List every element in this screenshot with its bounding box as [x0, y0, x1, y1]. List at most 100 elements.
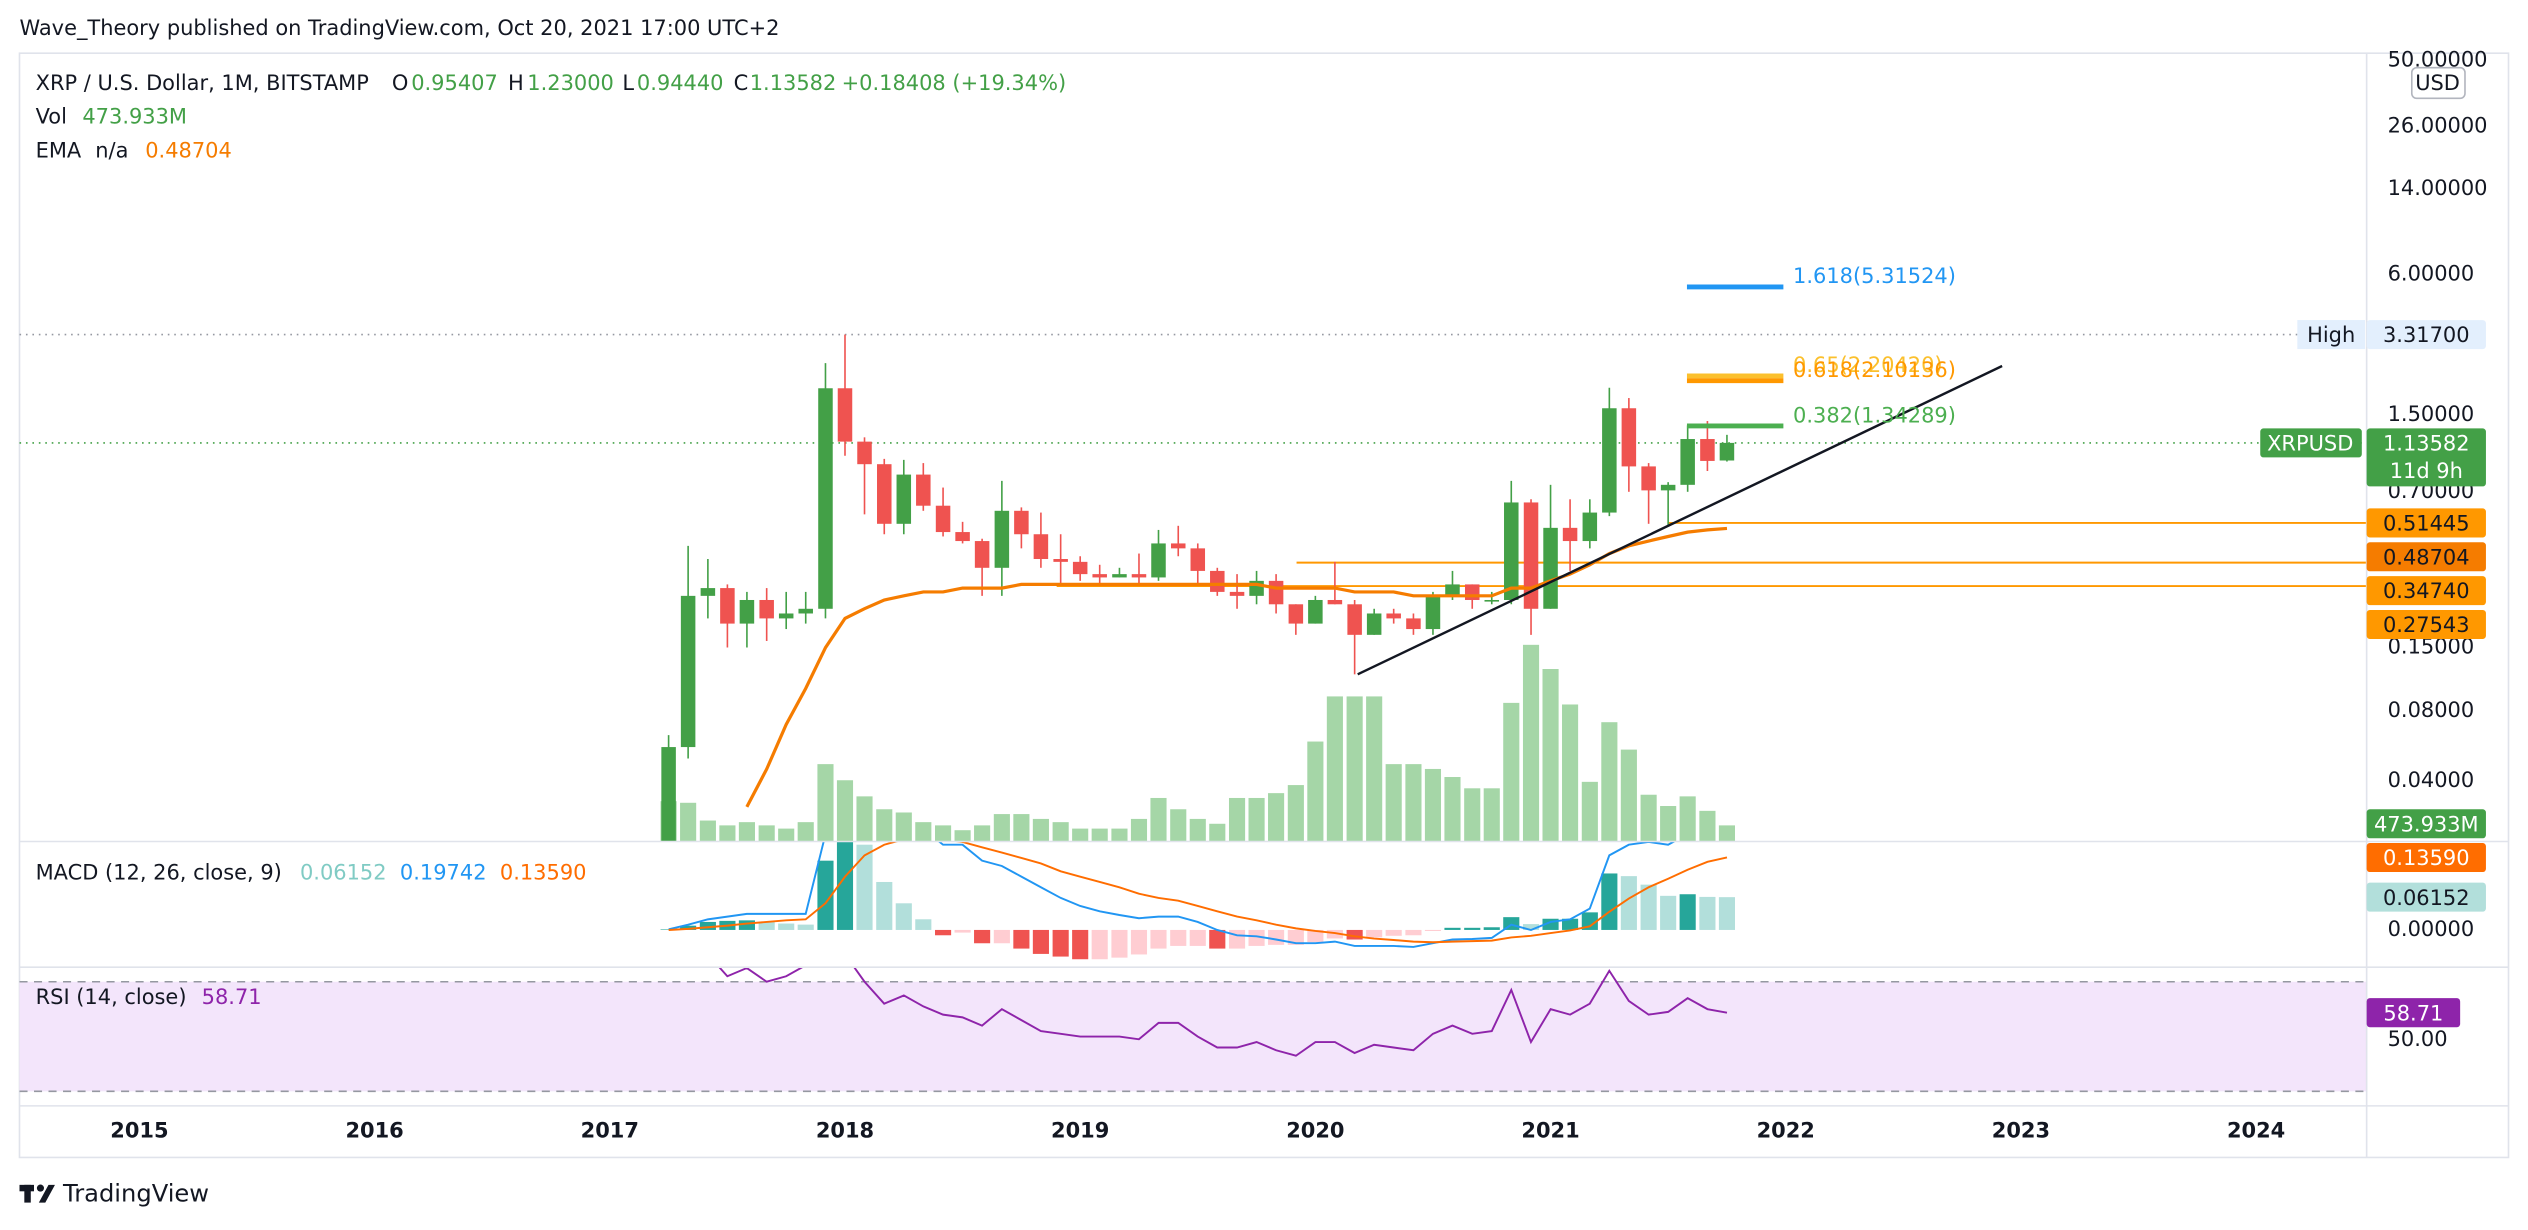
- macd-histogram: [1013, 929, 1030, 949]
- macd-histogram: [1601, 873, 1618, 930]
- candle-body: [1680, 439, 1695, 485]
- macd-histogram: [1464, 927, 1481, 930]
- legend-key: EMA: [36, 139, 82, 163]
- volume-bar: [1170, 809, 1187, 842]
- macd-histogram: [758, 921, 775, 930]
- macd-pane: [660, 841, 1736, 960]
- macd-histogram: [1189, 929, 1206, 946]
- macd-histogram: [1640, 884, 1657, 930]
- price-label: 0.51445: [2383, 512, 2470, 536]
- volume-bar: [1503, 702, 1520, 842]
- volume-bar: [1209, 823, 1226, 842]
- candle-body: [1464, 584, 1480, 600]
- legend-hist: 0.06152: [300, 861, 387, 885]
- price-label-box: [2366, 609, 2486, 639]
- y-tick-label: 0.04000: [2388, 768, 2475, 792]
- volume-bar: [1464, 788, 1481, 842]
- y-tick-label: 1.50000: [2388, 402, 2475, 426]
- candle-body: [1582, 512, 1598, 542]
- x-tick-label: 2023: [1992, 1119, 2050, 1143]
- candle-body: [1700, 439, 1715, 461]
- macd-histogram: [1522, 924, 1540, 930]
- volume-bar: [1718, 825, 1736, 842]
- x-tick-label: 2021: [1521, 1119, 1579, 1143]
- candle-body: [1504, 502, 1519, 600]
- price-label: 0.48704: [2383, 545, 2470, 569]
- legend-ema: 0.48704: [145, 139, 232, 163]
- volume-bar: [1307, 741, 1324, 842]
- high-tag: [2297, 320, 2366, 350]
- symbol-title: XRP / U.S. Dollar, 1M, BITSTAMP: [36, 71, 369, 95]
- legend-key: L: [622, 71, 634, 95]
- candle-body: [1190, 548, 1206, 571]
- candle-body: [1151, 543, 1166, 578]
- currency: USD: [2415, 71, 2460, 95]
- volume-bar: [1366, 696, 1383, 842]
- macd-histogram: [1307, 929, 1324, 943]
- volume-bar: [1620, 749, 1637, 842]
- candle-body: [857, 441, 872, 465]
- volume-bar: [1111, 828, 1128, 842]
- macd-histogram: [1444, 927, 1461, 930]
- macd-histogram: [699, 921, 716, 930]
- macd-histogram: [1170, 929, 1187, 946]
- macd-histogram: [836, 841, 854, 930]
- volume-bar: [1130, 818, 1148, 842]
- volume-bar: [1189, 818, 1206, 842]
- y-tick-label: 50.00: [2388, 1027, 2448, 1051]
- macd-line: [668, 841, 1677, 948]
- macd-histogram: [1679, 894, 1696, 930]
- macd-histogram: [738, 920, 755, 930]
- legend-volume: 473.933M: [82, 105, 187, 129]
- candle-body: [1288, 604, 1304, 624]
- volume-bar: [1013, 814, 1030, 842]
- header: Wave_Theory published on TradingView.com…: [19, 16, 779, 40]
- brand: TradingView: [62, 1180, 209, 1208]
- volume-bar: [1150, 797, 1167, 842]
- macd-histogram: [856, 844, 873, 930]
- x-tick-label: 2020: [1286, 1119, 1344, 1143]
- candle-body: [1072, 561, 1088, 575]
- candle-body: [1033, 534, 1049, 560]
- macd-histogram: [915, 919, 932, 930]
- fib-label: 0.65(2.20420): [1793, 353, 1943, 377]
- candle-body: [1621, 408, 1637, 467]
- legend-close: 1.13582: [750, 71, 837, 95]
- countdown: 11d 9h: [2390, 459, 2463, 483]
- candle-body: [1562, 527, 1578, 542]
- volume-bar: [1032, 818, 1049, 842]
- volume-bar: [738, 822, 755, 842]
- candle-body: [1660, 484, 1676, 491]
- price-label-box: [2366, 320, 2486, 350]
- macd-histogram: [1248, 929, 1265, 946]
- candle-body: [1445, 584, 1460, 596]
- price-label: 3.31700: [2383, 323, 2470, 347]
- macd-histogram: [1052, 929, 1069, 957]
- y-tick-label: 50.00000: [2388, 47, 2488, 71]
- candle-body: [1092, 574, 1107, 578]
- symbol-tag: [2260, 428, 2362, 458]
- high-text: High: [2307, 323, 2355, 347]
- volume-bar: [876, 809, 893, 842]
- macd-title: MACD (12, 26, close, 9): [36, 861, 282, 885]
- price-pane: 1.618(5.31524) 0.65(2.20420)0.618(2.10136…: [19, 264, 2367, 842]
- candle-body: [896, 474, 912, 524]
- legend-change: +0.18408 (+19.34%): [842, 71, 1067, 95]
- symbol-text: XRPUSD: [2267, 431, 2353, 455]
- rsi-pane: [19, 967, 2367, 1093]
- candle-body: [1425, 595, 1441, 630]
- price-label: 0.06152: [2383, 886, 2470, 910]
- price-label-box: [2366, 998, 2461, 1028]
- macd-histogram: [1346, 929, 1363, 940]
- candle-body: [1484, 599, 1500, 602]
- volume-bar: [758, 825, 775, 842]
- macd-histogram: [1562, 918, 1579, 930]
- candle-body: [778, 613, 794, 619]
- macd-histogram: [1111, 929, 1128, 958]
- volume-bar: [680, 802, 697, 842]
- macd-histogram: [1385, 929, 1402, 936]
- candle-body: [1229, 591, 1245, 596]
- x-tick-label: 2022: [1757, 1119, 1815, 1143]
- candle-body: [837, 388, 853, 442]
